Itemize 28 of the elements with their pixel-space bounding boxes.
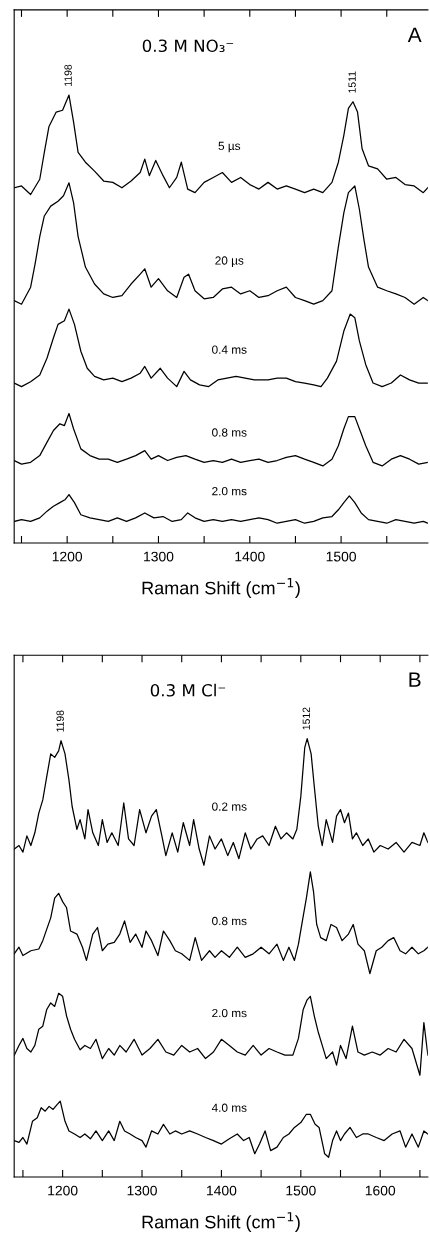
- x-tick-label: 1400: [207, 1185, 237, 1196]
- text: 4.0 ms: [211, 1103, 247, 1112]
- text: 2.0 ms: [212, 487, 247, 496]
- x-axis-title: Raman Shift (cm$^{−1}$): [142, 578, 300, 598]
- text: A: [407, 27, 422, 42]
- x-tick-label: 1500: [326, 551, 357, 562]
- annotation: 1198: [64, 64, 72, 86]
- annotation: 1511: [348, 71, 356, 93]
- series-label: 0.8 ms: [212, 916, 247, 926]
- chart-title: 0.3 M NO₃⁻: [142, 39, 234, 53]
- annotation: 1198: [56, 710, 64, 732]
- series-label: 0.2 ms: [212, 802, 247, 811]
- series-label: 5 µs: [218, 141, 241, 153]
- x-axis-title: Raman Shift (cm$^{−1}$): [142, 1212, 300, 1232]
- text: B: [409, 672, 421, 687]
- x-tick-label: 1600: [365, 1185, 396, 1196]
- text: 2.0 ms: [212, 1008, 247, 1018]
- text: 0.4 ms: [212, 345, 247, 354]
- x-tick-label: 1400: [235, 551, 265, 562]
- text: 0.8 ms: [212, 428, 247, 437]
- x-tick-label: 1200: [52, 551, 83, 562]
- x-tick-label: 1300: [144, 551, 174, 562]
- series-label: 20 µs: [215, 256, 244, 268]
- x-tick-label: 1500: [286, 1185, 316, 1196]
- x-tick-label: 1200: [48, 1185, 78, 1196]
- x-tick-label: 1300: [127, 1185, 157, 1196]
- annotation: 1512: [302, 707, 310, 730]
- chart-title: 0.3 M Cl⁻: [150, 683, 226, 697]
